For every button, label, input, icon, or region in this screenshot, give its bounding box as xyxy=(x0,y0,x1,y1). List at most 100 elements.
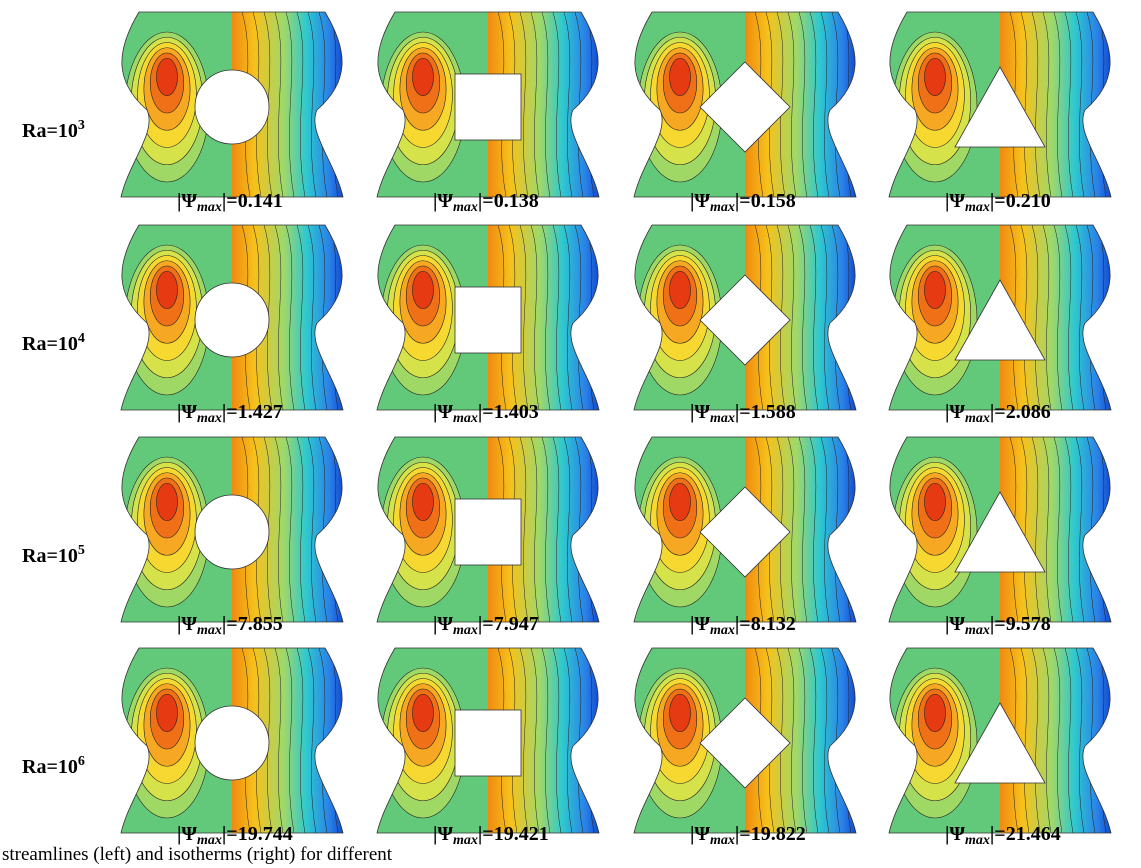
psi: |Ψ xyxy=(690,823,710,845)
row-label: Ra=103 xyxy=(22,118,85,142)
psi-max-label: |Ψmax|=0.210 xyxy=(945,190,1051,215)
contour-panel xyxy=(630,437,860,622)
subscript: max xyxy=(197,200,222,215)
equals: |= xyxy=(478,401,494,423)
psi: |Ψ xyxy=(945,190,965,212)
psi: |Ψ xyxy=(690,401,710,423)
subscript: max xyxy=(197,833,222,848)
contour-panel xyxy=(373,437,603,622)
psi-max-label: |Ψmax|=19.744 xyxy=(177,823,293,848)
streamline xyxy=(925,58,946,96)
streamline xyxy=(157,694,178,732)
ra: Ra=10 xyxy=(22,333,78,355)
psi-max-label: |Ψmax|=0.138 xyxy=(433,190,539,215)
psi-max-label: |Ψmax|=21.464 xyxy=(945,823,1061,848)
ra: Ra=10 xyxy=(22,545,78,567)
subscript: max xyxy=(197,623,222,638)
obstacle xyxy=(195,70,269,144)
obstacle xyxy=(195,706,269,780)
psi: |Ψ xyxy=(177,823,197,845)
exponent: 5 xyxy=(78,543,85,558)
psi: |Ψ xyxy=(690,190,710,212)
row-label: Ra=106 xyxy=(22,754,85,778)
streamline xyxy=(413,58,434,96)
contour-panel xyxy=(885,437,1115,622)
streamline xyxy=(413,694,434,732)
equals: |= xyxy=(735,823,751,845)
equals: |= xyxy=(990,401,1006,423)
subscript: max xyxy=(710,411,735,426)
ra: Ra=10 xyxy=(22,120,78,142)
psi-max-label: |Ψmax|=7.855 xyxy=(177,613,283,638)
equals: |= xyxy=(478,190,494,212)
psi-max-label: |Ψmax|=8.132 xyxy=(690,613,796,638)
streamline xyxy=(670,483,691,521)
psi-value: 0.210 xyxy=(1006,190,1051,212)
equals: |= xyxy=(222,823,238,845)
psi-value: 7.855 xyxy=(238,613,283,635)
equals: |= xyxy=(222,613,238,635)
streamline xyxy=(925,694,946,732)
contour-panel xyxy=(373,12,603,197)
subscript: max xyxy=(965,833,990,848)
contour-panel xyxy=(117,648,347,833)
contour-panel xyxy=(630,648,860,833)
equals: |= xyxy=(222,190,238,212)
psi: |Ψ xyxy=(433,613,453,635)
contour-panel xyxy=(630,225,860,410)
equals: |= xyxy=(990,190,1006,212)
psi-max-label: |Ψmax|=2.086 xyxy=(945,401,1051,426)
psi-value: 9.578 xyxy=(1006,613,1051,635)
psi: |Ψ xyxy=(177,190,197,212)
psi-value: 1.403 xyxy=(494,401,539,423)
streamline xyxy=(413,271,434,309)
psi-value: 0.138 xyxy=(494,190,539,212)
obstacle xyxy=(455,74,521,140)
subscript: max xyxy=(710,200,735,215)
subscript: max xyxy=(965,411,990,426)
subscript: max xyxy=(453,623,478,638)
streamline xyxy=(157,58,178,96)
psi-max-label: |Ψmax|=0.158 xyxy=(690,190,796,215)
contour-panel xyxy=(885,12,1115,197)
psi: |Ψ xyxy=(177,613,197,635)
psi-value: 21.464 xyxy=(1006,823,1061,845)
psi-value: 0.158 xyxy=(751,190,796,212)
psi-max-label: |Ψmax|=19.822 xyxy=(690,823,806,848)
psi-max-label: |Ψmax|=1.403 xyxy=(433,401,539,426)
obstacle xyxy=(455,499,521,565)
contour-panel xyxy=(117,225,347,410)
contour-panel xyxy=(117,12,347,197)
contour-panel xyxy=(117,437,347,622)
streamline xyxy=(413,483,434,521)
obstacle xyxy=(195,283,269,357)
psi: |Ψ xyxy=(945,613,965,635)
subscript: max xyxy=(965,200,990,215)
psi-value: 1.588 xyxy=(751,401,796,423)
equals: |= xyxy=(735,401,751,423)
contour-panel xyxy=(885,648,1115,833)
exponent: 4 xyxy=(78,331,85,346)
psi-max-label: |Ψmax|=1.588 xyxy=(690,401,796,426)
contour-panel xyxy=(373,648,603,833)
obstacle xyxy=(455,710,521,776)
psi: |Ψ xyxy=(433,190,453,212)
psi-max-label: |Ψmax|=19.421 xyxy=(433,823,549,848)
equals: |= xyxy=(222,401,238,423)
figure: streamlines (left) and isotherms (right)… xyxy=(0,0,1141,868)
psi-max-label: |Ψmax|=0.141 xyxy=(177,190,283,215)
row-label: Ra=104 xyxy=(22,331,85,355)
psi-value: 2.086 xyxy=(1006,401,1051,423)
psi-value: 19.822 xyxy=(751,823,806,845)
obstacle xyxy=(195,495,269,569)
streamline xyxy=(670,58,691,96)
subscript: max xyxy=(197,411,222,426)
streamline xyxy=(925,483,946,521)
equals: |= xyxy=(735,613,751,635)
streamline xyxy=(925,271,946,309)
subscript: max xyxy=(453,200,478,215)
contour-panel xyxy=(885,225,1115,410)
equals: |= xyxy=(990,613,1006,635)
psi-value: 1.427 xyxy=(238,401,283,423)
equals: |= xyxy=(478,613,494,635)
